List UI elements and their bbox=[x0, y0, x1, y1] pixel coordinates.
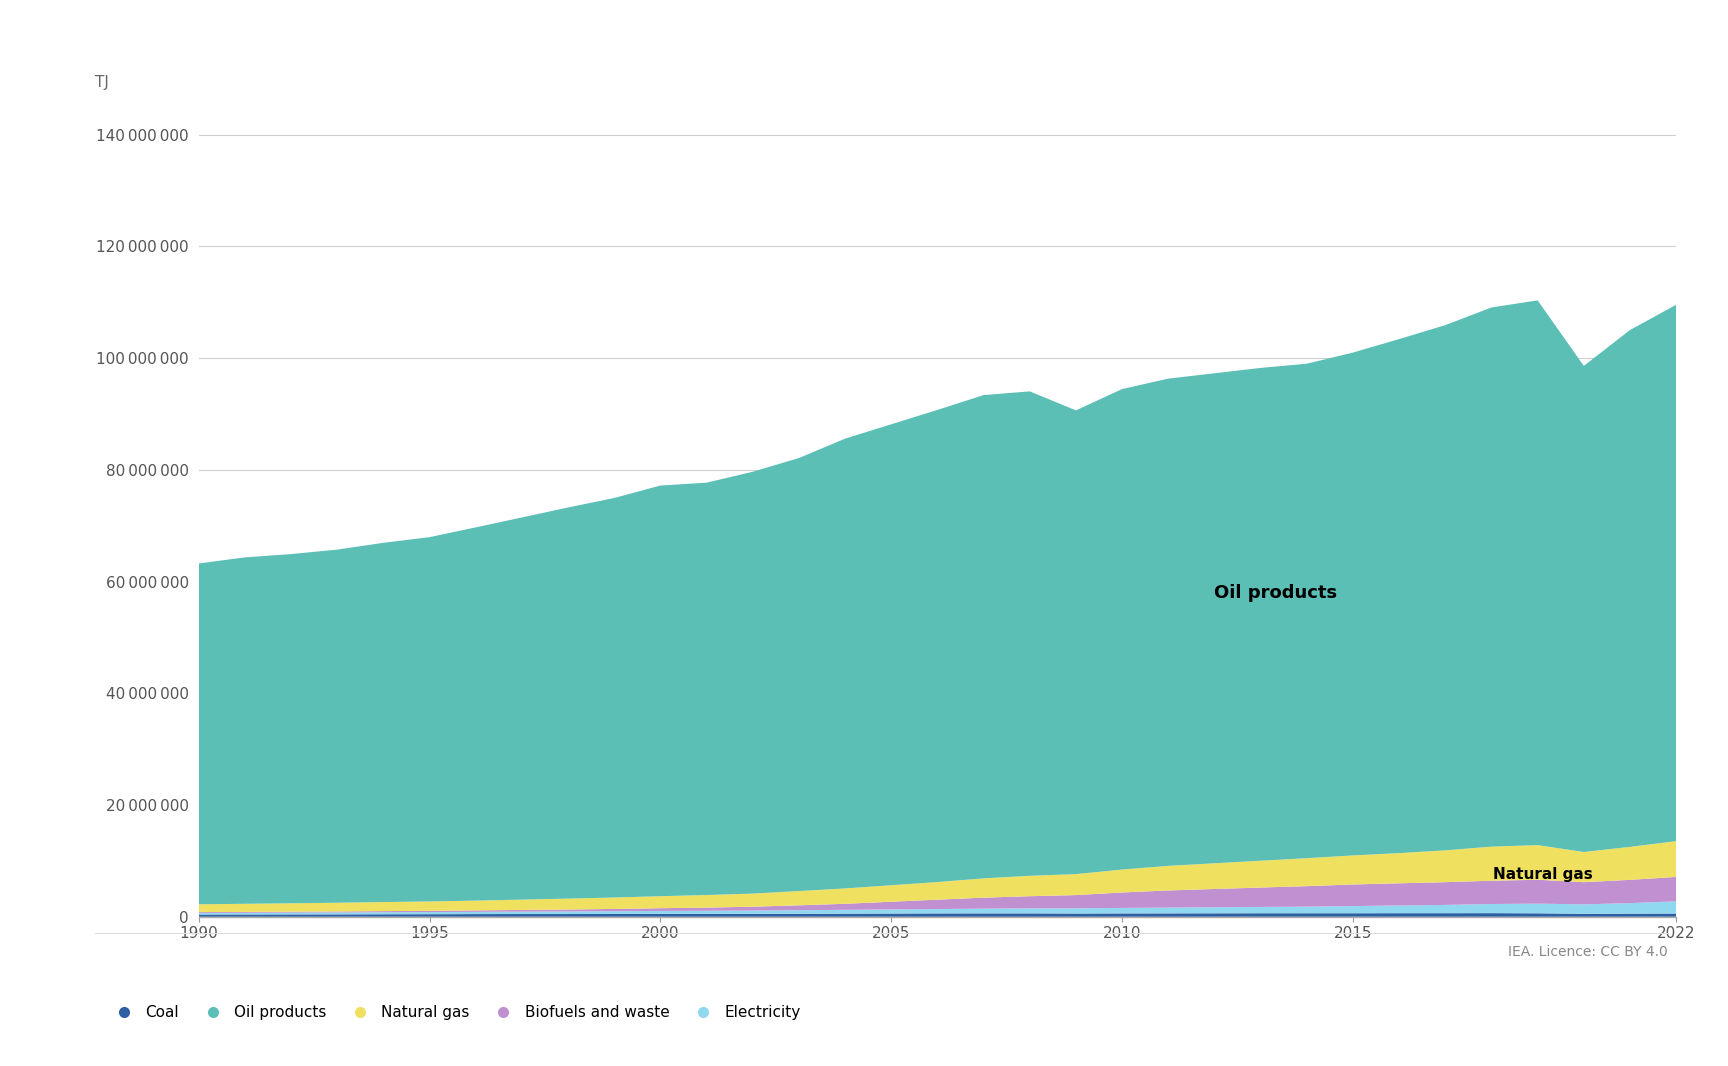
Text: Oil products: Oil products bbox=[1215, 584, 1337, 601]
Text: Natural gas: Natural gas bbox=[1493, 868, 1593, 883]
Text: TJ: TJ bbox=[95, 76, 109, 91]
Text: IEA. Licence: CC BY 4.0: IEA. Licence: CC BY 4.0 bbox=[1509, 946, 1668, 959]
Legend: Coal, Oil products, Natural gas, Biofuels and waste, Electricity: Coal, Oil products, Natural gas, Biofuel… bbox=[102, 999, 807, 1027]
